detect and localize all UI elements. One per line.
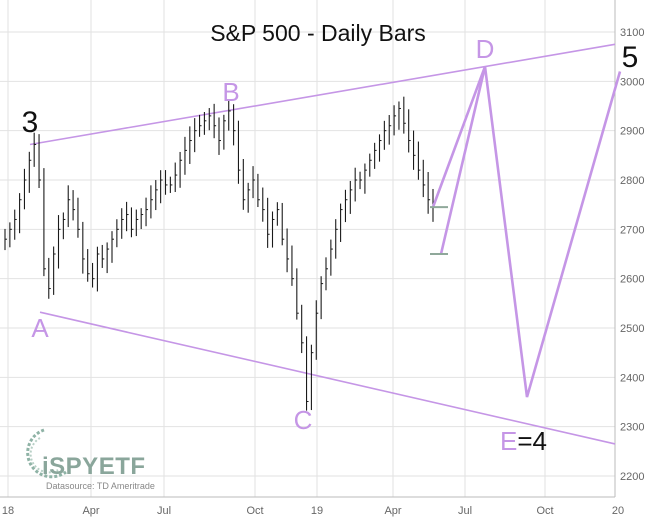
y-tick-label: 2800 [620,175,644,187]
y-tick-label: 2600 [620,274,644,286]
y-tick-label: 2200 [620,471,644,483]
y-tick-label: 2500 [620,323,644,335]
y-tick-label: 2400 [620,372,644,384]
wave-label-5: 5 [622,41,639,74]
logo-brand: iSPYETF [42,453,146,480]
projected-wave-path [431,66,622,398]
wave-label-c: C [294,405,313,435]
x-tick-label: Oct [536,505,553,517]
wave-layer [431,66,622,398]
projected-wave-alt [439,66,487,255]
x-tick-label: 19 [311,505,323,517]
x-tick-label: Apr [384,505,401,517]
wave-label-e-letter: E [500,426,517,456]
x-tick-label: 20 [612,505,624,517]
wave-label-3: 3 [22,106,39,139]
ispyetf-logo: iSPYETF Datasource: TD Ameritrade [26,428,155,491]
y-tick-label: 3000 [620,76,644,88]
wave-label-e: E=4 [500,426,547,456]
y-tick-label: 2300 [620,422,644,434]
x-tick-label: Jul [458,505,472,517]
y-tick-label: 2700 [620,224,644,236]
grid-layer [0,0,616,498]
logo-swoosh-icon [26,428,67,479]
logo-datasource: Datasource: TD Ameritrade [46,481,155,491]
lower-trendline [39,311,616,445]
wave-label-b: B [222,77,239,107]
x-tick-label: 18 [2,505,14,517]
upper-trendline [29,43,616,146]
x-tick-label: Apr [82,505,99,517]
x-tick-label: Jul [157,505,171,517]
chart-title: S&P 500 - Daily Bars [210,20,426,46]
level-layer [430,206,448,255]
wave-label-a: A [31,313,49,343]
wave-label-e-eq: =4 [517,426,547,456]
y-tick-label: 3100 [620,27,644,39]
x-tick-label: Oct [246,505,263,517]
tick-layer: 2200 2300 2400 2500 2600 2700 2800 2900 3000 3100… [2,27,645,517]
bar-layer [4,96,435,411]
y-tick-label: 2900 [620,126,644,138]
wave-label-d: D [476,34,495,64]
trendline-layer [29,43,616,445]
